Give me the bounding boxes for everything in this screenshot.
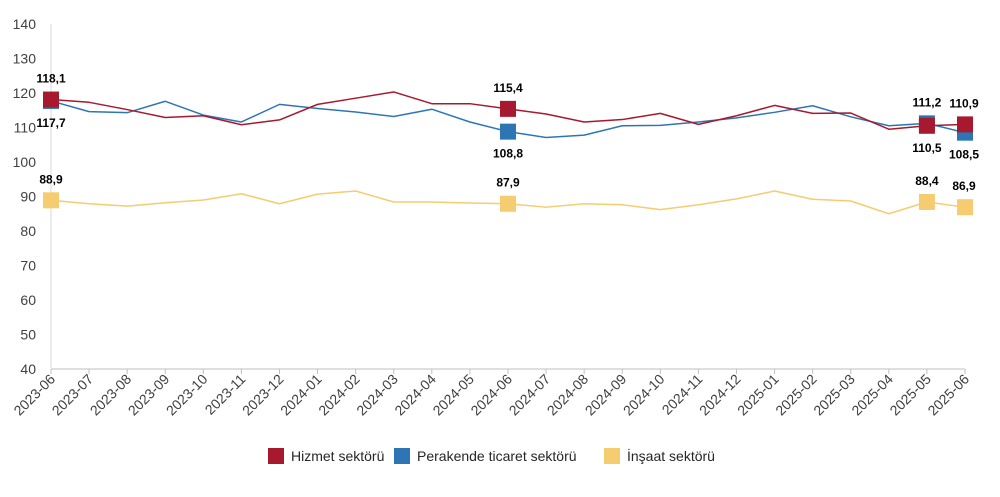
- data-label: 110,9: [949, 96, 979, 110]
- y-tick-label: 50: [20, 327, 36, 343]
- y-tick-label: 110: [14, 120, 37, 136]
- data-label: 111,2: [913, 95, 942, 109]
- x-tick-label: 2024-02: [315, 371, 363, 419]
- x-tick-label: 2024-08: [544, 371, 592, 419]
- x-tick-label: 2025-04: [848, 371, 896, 419]
- x-tick-label: 2024-03: [353, 371, 401, 419]
- legend-label: Perakende ticaret sektörü: [417, 448, 577, 464]
- data-label: 88,4: [915, 174, 939, 188]
- x-tick-label: 2024-04: [391, 371, 439, 419]
- series-marker-2: [957, 199, 973, 216]
- series-markers: [43, 91, 973, 216]
- x-tick-label: 2024-07: [506, 371, 554, 419]
- y-tick-label: 70: [20, 258, 36, 274]
- data-labels: 118,1 115,4 110,5 110,9 117,7 108,8 111,2 108,5…: [36, 72, 979, 194]
- series-marker-1: [500, 123, 516, 140]
- x-tick-label: 2023-08: [87, 371, 135, 419]
- y-tick-label: 140: [13, 16, 37, 32]
- series-marker-0: [500, 100, 516, 117]
- series-marker-2: [918, 194, 935, 211]
- x-tick-label: 2023-06: [10, 371, 58, 419]
- data-label: 118,1: [36, 72, 66, 86]
- data-label: 108,8: [493, 147, 523, 161]
- y-tick-label: 130: [13, 51, 37, 67]
- series-marker-0: [957, 116, 973, 133]
- series-marker-2: [500, 195, 516, 212]
- data-label: 110,5: [912, 141, 942, 155]
- x-tick-label: 2023-10: [163, 371, 211, 419]
- y-tick-label: 120: [13, 85, 37, 101]
- x-tick-label: 2025-02: [772, 371, 820, 419]
- series-marker-2: [43, 192, 59, 209]
- y-tick-label: 100: [13, 154, 37, 170]
- x-tick-label: 2024-01: [277, 371, 325, 419]
- x-tick-label: 2024-06: [467, 371, 515, 419]
- data-label: 117,7: [36, 116, 66, 130]
- legend-label: İnşaat sektörü: [627, 447, 715, 464]
- legend-swatch: [268, 448, 284, 464]
- legend-label: Hizmet sektörü: [291, 448, 384, 464]
- y-tick-label: 40: [20, 361, 36, 377]
- legend: Hizmet sektörü Perakende ticaret sektörü İ…: [268, 447, 715, 464]
- data-label: 108,5: [949, 148, 979, 162]
- y-tick-label: 60: [20, 292, 36, 308]
- data-label: 87,9: [496, 176, 520, 190]
- x-tick-label: 2024-09: [582, 371, 630, 419]
- series-marker-0: [918, 117, 935, 134]
- y-tick-label: 90: [20, 189, 36, 205]
- x-tick-label: 2025-03: [810, 371, 858, 419]
- legend-swatch: [604, 448, 620, 464]
- legend-swatch: [394, 448, 410, 464]
- series-marker-0: [43, 91, 59, 108]
- x-tick-label: 2024-12: [696, 371, 744, 419]
- x-tick-label: 2025-01: [734, 371, 782, 419]
- x-tick-label: 2024-05: [429, 371, 477, 419]
- data-label: 88,9: [39, 172, 63, 186]
- y-axis-ticks: 40 50 60 70 80 90 100 110 120 130 140: [13, 16, 37, 377]
- x-tick-label: 2023-09: [125, 371, 173, 419]
- data-label: 86,9: [952, 179, 976, 193]
- x-tick-label: 2024-10: [620, 371, 668, 419]
- x-tick-label: 2025-06: [924, 371, 972, 419]
- data-label: 115,4: [493, 81, 523, 95]
- x-tick-label: 2023-07: [49, 371, 97, 419]
- x-tick-label: 2025-05: [886, 371, 934, 419]
- x-tick-label: 2023-12: [239, 371, 287, 419]
- y-tick-label: 80: [20, 223, 36, 239]
